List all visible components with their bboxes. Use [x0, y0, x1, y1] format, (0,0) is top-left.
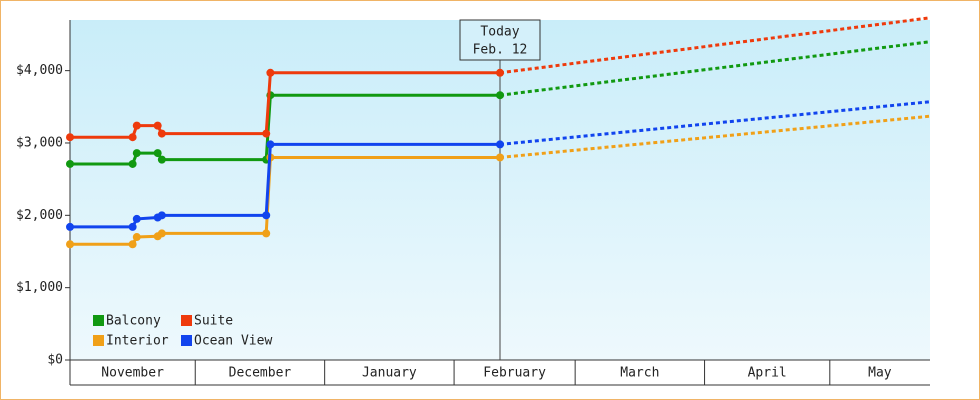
price-point	[157, 129, 166, 138]
today-label: Feb. 12	[473, 43, 528, 58]
price-point	[153, 121, 162, 130]
price-point	[496, 140, 504, 149]
price-point	[157, 211, 166, 220]
price-point	[128, 222, 137, 231]
price-point	[266, 68, 275, 77]
today-box	[459, 19, 541, 61]
price-point	[132, 233, 141, 242]
price-point	[128, 133, 137, 142]
y-tick-label: $2,000	[16, 208, 63, 223]
forecast-line	[499, 100, 931, 146]
price-point	[496, 68, 504, 77]
legend-label: Ocean View	[194, 334, 272, 349]
price-point	[157, 229, 166, 238]
today-label: Today	[480, 25, 519, 40]
price-point	[157, 155, 166, 164]
price-point	[66, 159, 74, 168]
price-point	[66, 133, 74, 142]
legend-swatch	[181, 335, 192, 346]
price-point	[262, 229, 271, 238]
price-point	[266, 140, 275, 149]
price-point	[132, 214, 141, 223]
price-point	[66, 240, 74, 249]
x-tick-label: March	[620, 366, 659, 381]
forecast-line	[499, 40, 931, 97]
legend-swatch	[93, 335, 104, 346]
x-tick-label: May	[868, 366, 892, 381]
price-point	[153, 149, 162, 158]
price-point	[262, 129, 271, 138]
legend-swatch	[93, 315, 104, 326]
legend-swatch	[181, 315, 192, 326]
x-tick-label: April	[748, 366, 787, 381]
x-tick-label: December	[229, 366, 292, 381]
legend-label: Balcony	[106, 314, 161, 329]
legend-label: Interior	[106, 334, 169, 349]
price-point	[132, 121, 141, 130]
forecast-line	[499, 16, 931, 75]
price-point	[128, 240, 137, 249]
price-point	[66, 222, 74, 231]
x-tick-label: February	[483, 366, 546, 381]
forecast-line	[499, 114, 931, 159]
price-point	[132, 149, 141, 158]
x-tick-label: January	[362, 366, 417, 381]
y-tick-label: $4,000	[16, 63, 63, 78]
y-tick-label: $1,000	[16, 280, 63, 295]
price-point	[128, 159, 137, 168]
legend-label: Suite	[194, 314, 233, 329]
y-tick-label: $3,000	[16, 135, 63, 150]
price-point	[496, 91, 504, 100]
price-point	[496, 153, 504, 162]
y-tick-label: $0	[47, 353, 63, 368]
x-tick-label: November	[101, 366, 164, 381]
price-point	[262, 211, 271, 220]
